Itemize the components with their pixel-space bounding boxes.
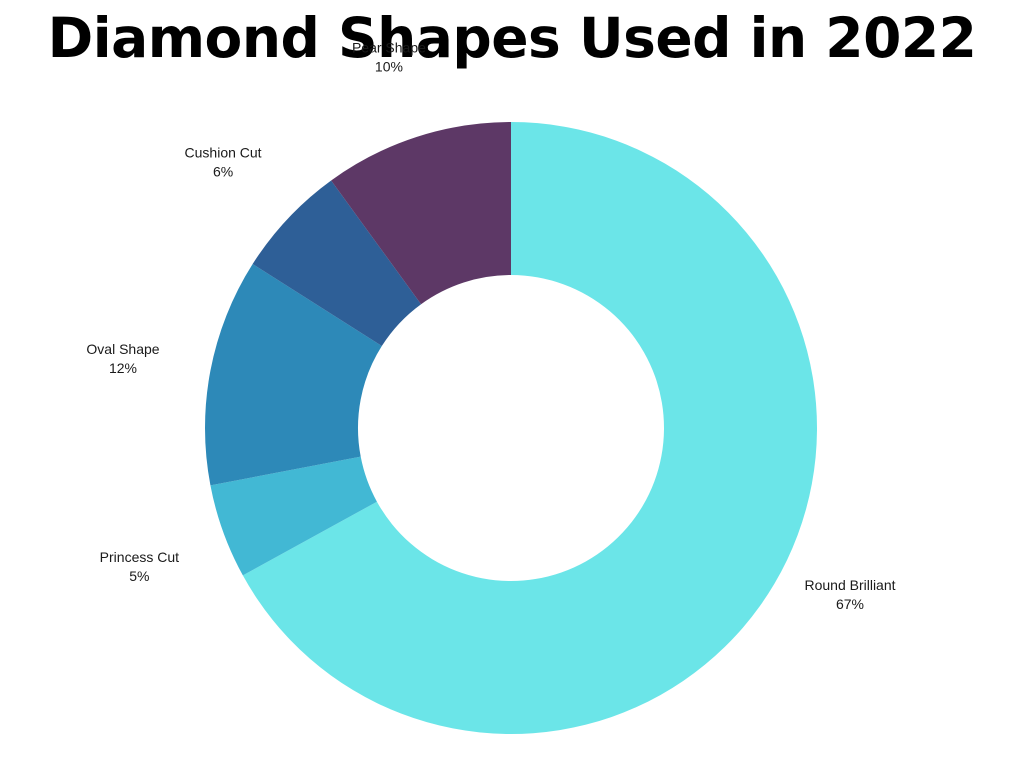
donut-slices [205,122,817,734]
slice-label-pear-shape: Pear Shape 10% [352,39,426,74]
slice-label-name: Oval Shape [86,341,159,357]
slice-label-value: 10% [375,58,403,74]
slice-label-name: Princess Cut [100,549,179,565]
slice-label-cushion-cut: Cushion Cut 6% [185,145,262,180]
slice-label-value: 6% [213,164,233,180]
slice-label-oval-shape: Oval Shape 12% [86,341,159,376]
slice-cushion-cut [252,180,422,347]
slice-label-name: Round Brilliant [804,577,895,593]
slice-oval-shape [205,264,382,486]
slice-round-brilliant [242,122,817,734]
slice-princess-cut [210,456,377,576]
slice-label-name: Pear Shape [352,39,426,55]
slice-label-value: 67% [836,596,864,612]
slice-labels: Round Brilliant 67% Princess Cut 5% Oval Sha… [86,39,895,612]
slice-label-name: Cushion Cut [185,145,262,161]
slice-label-value: 5% [129,568,149,584]
chart-title: Diamond Shapes Used in 2022 [47,6,977,70]
slice-pear-shape [331,122,511,305]
slice-label-value: 12% [109,360,137,376]
slice-label-round-brilliant: Round Brilliant 67% [804,577,895,612]
slice-label-princess-cut: Princess Cut 5% [100,549,179,584]
